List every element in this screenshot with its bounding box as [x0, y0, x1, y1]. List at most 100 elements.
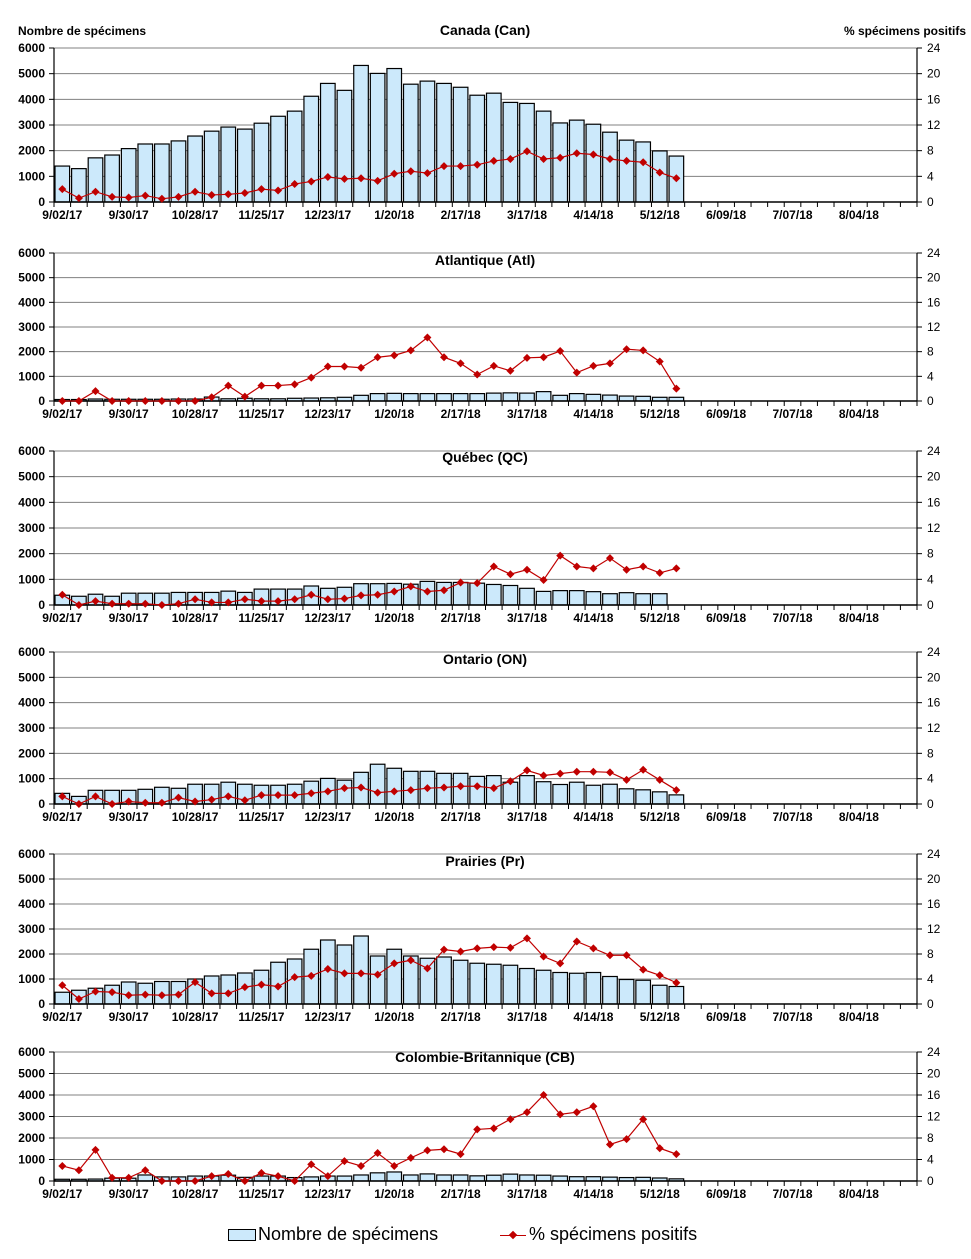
chart-0-bar [568, 119, 585, 203]
chart-3-line-marker [390, 787, 399, 796]
chart-3-bar [552, 783, 569, 805]
chart-1-line-marker [207, 393, 216, 402]
chart-1-line-marker [340, 362, 349, 371]
chart-3-title: Ontario (ON) [443, 651, 527, 667]
chart-3-line-marker [141, 798, 150, 807]
chart-3-line-marker [489, 784, 498, 793]
chart-1-line-marker [157, 397, 166, 405]
chart-0-line-marker [639, 158, 648, 167]
chart-0-x-tick-label: 9/30/17 [109, 208, 149, 222]
chart-3-bar [369, 763, 386, 805]
chart-4-bar [436, 956, 452, 1005]
chart-1-line-marker [257, 381, 266, 390]
chart-0-bar [336, 89, 353, 203]
chart-1-bar [602, 394, 618, 402]
chart-4-line-marker [539, 952, 548, 961]
chart-5-line-marker [340, 1157, 349, 1166]
chart-3-x-tick-label: 2/17/18 [441, 810, 481, 824]
chart-0-title: Canada (Can) [440, 22, 530, 38]
chart-0-line-marker [174, 192, 183, 201]
chart-0-line-marker [157, 194, 166, 203]
chart-4-line-marker [456, 947, 465, 956]
chart-2-line-marker [157, 601, 166, 609]
chart-0-x-tick-label: 5/12/18 [640, 208, 680, 222]
chart-3-line-marker [274, 791, 283, 800]
chart-4-line-marker [373, 970, 382, 979]
chart-5-bar [419, 1173, 436, 1182]
chart-4-line-marker [174, 990, 183, 999]
chart-5-bar [535, 1174, 552, 1182]
chart-5-line-marker [605, 1140, 614, 1149]
chart-1-y-tick-label: 3000 [18, 320, 45, 334]
chart-2-line-marker [440, 586, 449, 595]
chart-2-line-marker [240, 595, 249, 604]
chart-2-line-marker [224, 598, 233, 607]
chart-1-line-marker [290, 380, 299, 389]
chart-1-line-marker [141, 397, 150, 405]
chart-5-y2-tick-label: 24 [927, 1045, 941, 1059]
chart-2-x-tick-label: 1/20/18 [374, 611, 414, 625]
chart-0-x-tick-label: 9/02/17 [42, 208, 82, 222]
chart-4-line-marker [191, 978, 200, 987]
chart-0-bar [402, 83, 419, 203]
chart-1-bar [502, 392, 519, 402]
chart-1-line-marker [390, 351, 399, 360]
chart-5-line-marker [207, 1172, 216, 1181]
chart-1-bar [552, 394, 569, 402]
chart-0-x-tick-label: 2/17/18 [441, 208, 481, 222]
legend-item-bars: Nombre de spécimens [228, 1224, 438, 1245]
chart-4-y-tick-label: 1000 [18, 972, 45, 986]
chart-4-line-marker [589, 944, 598, 953]
chart-2-x-tick-label: 3/17/18 [507, 611, 547, 625]
chart-5-line-marker [357, 1161, 366, 1170]
chart-2-y2-tick-label: 16 [927, 495, 941, 509]
chart-1-line-marker [440, 353, 449, 362]
chart-0-line-marker [456, 162, 465, 171]
chart-5-line-marker [440, 1145, 449, 1154]
chart-0-y-tick-label: 2000 [18, 144, 45, 158]
chart-4-line-marker [406, 956, 415, 965]
chart-1-y2-tick-label: 24 [927, 246, 941, 260]
chart-0-bar [452, 86, 469, 203]
chart-1-line-marker [357, 363, 366, 372]
chart-4-line-marker [639, 965, 648, 974]
chart-0-y2-tick-label: 4 [927, 169, 934, 183]
chart-2-x-tick-label: 4/14/18 [573, 611, 613, 625]
chart-1-bar [452, 393, 469, 402]
chart-1-line-marker [224, 381, 233, 390]
chart-4-line-marker [274, 982, 283, 991]
chart-0-line-marker [672, 174, 681, 183]
chart-2-y2-tick-label: 0 [927, 598, 934, 612]
chart-0-line-marker [207, 190, 216, 199]
chart-5-line-marker [58, 1161, 67, 1170]
chart-3-bar [535, 781, 552, 805]
chart-4-y-tick-label: 4000 [18, 897, 45, 911]
chart-2-line-marker [307, 590, 316, 599]
chart-3-x-tick-label: 1/20/18 [374, 810, 414, 824]
chart-4-bar [618, 978, 635, 1005]
chart-5-line-marker [556, 1110, 565, 1119]
chart-1-bar [386, 392, 403, 402]
chart-1-y2-tick-label: 4 [927, 369, 934, 383]
chart-0-line-marker [622, 156, 631, 165]
chart-2-line-marker [672, 564, 681, 573]
chart-5-y2-tick-label: 8 [927, 1131, 934, 1145]
chart-3-line-marker [473, 782, 482, 791]
chart-5-y2-tick-label: 4 [927, 1153, 934, 1167]
chart-3-x-tick-label: 7/07/18 [773, 810, 813, 824]
chart-0-bar [485, 92, 502, 203]
chart-0-line-marker [58, 185, 67, 194]
chart-3-y-tick-label: 5000 [18, 670, 45, 684]
chart-3-y-tick-label: 6000 [18, 645, 45, 659]
chart-4-bar [485, 963, 502, 1005]
chart-1-line-marker [572, 368, 581, 377]
chart-5-x-tick-label: 5/12/18 [640, 1187, 680, 1201]
chart-1-line-marker [506, 366, 515, 375]
chart-1-x-tick-label: 1/20/18 [374, 407, 414, 421]
chart-5-x-tick-label: 1/20/18 [374, 1187, 414, 1201]
chart-3-bar [585, 784, 602, 805]
chart-1-y-tick-label: 5000 [18, 271, 45, 285]
chart-2-line-marker [257, 597, 266, 606]
chart-0-line-marker [240, 189, 249, 198]
